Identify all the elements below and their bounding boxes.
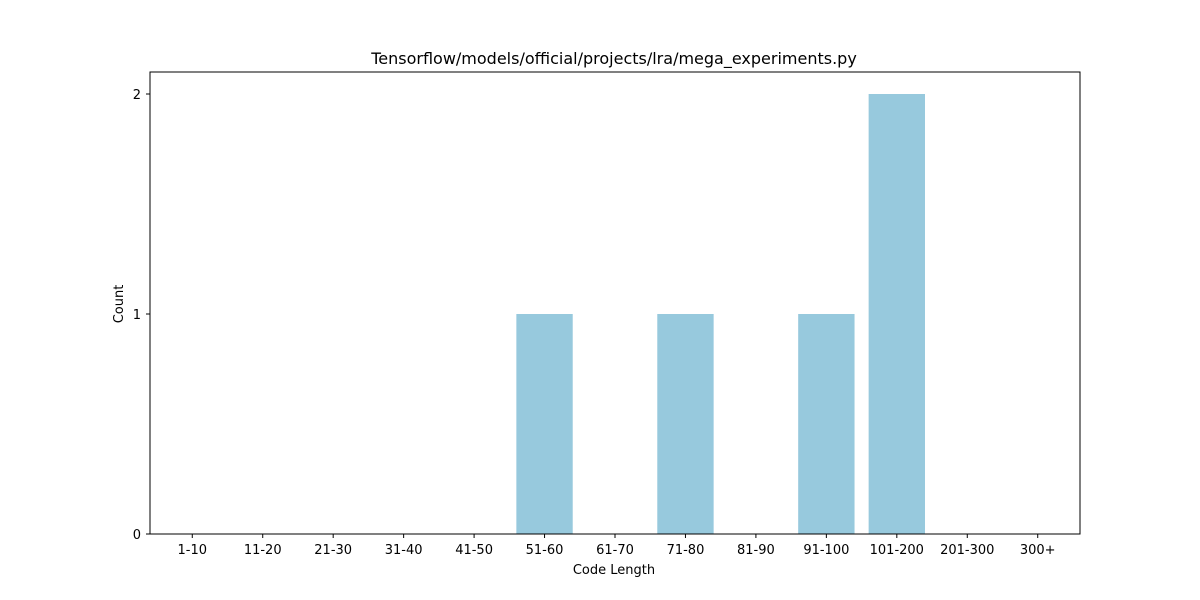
plot-frame — [149, 71, 1081, 535]
chart-title: Tensorflow/models/official/projects/lra/… — [370, 49, 857, 69]
x-tick-label: 51-60 — [526, 543, 564, 558]
x-tick-label: 101-200 — [870, 543, 924, 558]
bars-layer — [516, 94, 925, 534]
x-tick-label: 71-80 — [667, 543, 705, 558]
x-axis-label: Code Length — [573, 563, 655, 578]
x-tick-label: 201-300 — [940, 543, 994, 558]
x-axis-ticks: 1-10 11-20 21-30 31-40 41-50 51-60 61-70 71-80 8… — [178, 534, 1056, 558]
x-tick-label: 31-40 — [385, 543, 423, 558]
bar-91-100 — [798, 314, 855, 534]
y-tick-label: 2 — [133, 88, 141, 103]
bar-101-200 — [868, 94, 925, 534]
y-tick-label: 1 — [133, 308, 141, 323]
y-tick-label: 0 — [133, 528, 141, 543]
y-axis-label: Count — [112, 285, 127, 324]
bar-51-60 — [516, 314, 573, 534]
x-tick-label: 1-10 — [178, 543, 208, 558]
x-tick-label: 300+ — [1020, 543, 1056, 558]
bar-71-80 — [657, 314, 714, 534]
x-tick-label: 91-100 — [803, 543, 849, 558]
x-tick-label: 81-90 — [737, 543, 775, 558]
y-axis-ticks: 0 1 2 — [133, 88, 150, 543]
x-tick-label: 41-50 — [455, 543, 493, 558]
x-tick-label: 61-70 — [596, 543, 634, 558]
x-tick-label: 21-30 — [314, 543, 352, 558]
x-tick-label: 11-20 — [244, 543, 282, 558]
